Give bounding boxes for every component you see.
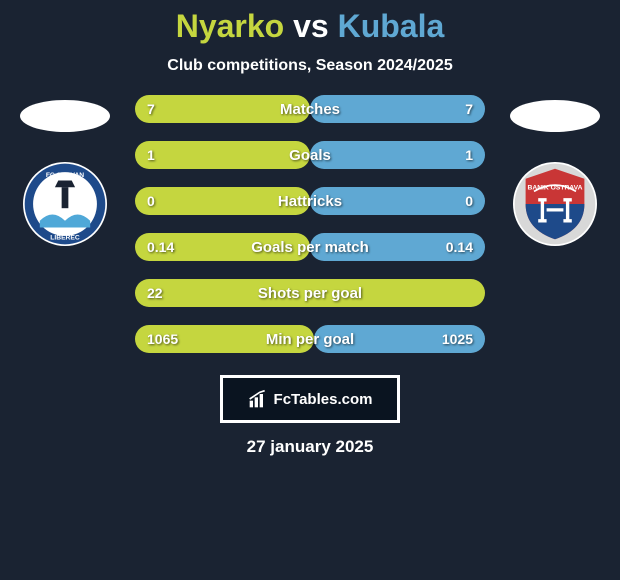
stat-label: Goals [135,141,485,169]
stat-row: Goals per match0.14 0.14 [135,233,485,261]
stat-label: Shots per goal [135,279,485,307]
player2-name: Kubala [338,8,445,44]
content-row: FC SLOVAN LIBEREC Matches7 7 Goals1 1 Hattri… [0,95,620,353]
stat-row: Goals1 1 [135,141,485,169]
stat-value-left: 1065 [147,325,178,353]
left-badge-column: FC SLOVAN LIBEREC [15,95,115,246]
club-badge-left: FC SLOVAN LIBEREC [23,162,107,246]
stat-row: Matches7 7 [135,95,485,123]
stat-label: Hattricks [135,187,485,215]
banik-ostrava-crest-icon: BANIK OSTRAVA [513,162,597,246]
right-badge-column: BANIK OSTRAVA [505,95,605,246]
stat-label: Min per goal [135,325,485,353]
stat-value-left: 0.14 [147,233,174,261]
vs-text: vs [293,8,329,44]
stat-label: Goals per match [135,233,485,261]
stat-value-right: 0 [465,187,473,215]
stat-value-left: 1 [147,141,155,169]
subtitle: Club competitions, Season 2024/2025 [167,57,452,75]
player-photo-placeholder-right [510,100,600,132]
svg-text:BANIK OSTRAVA: BANIK OSTRAVA [528,185,583,192]
page-title: Nyarko vs Kubala [176,8,445,45]
svg-text:FC SLOVAN: FC SLOVAN [46,172,84,179]
club-badge-right: BANIK OSTRAVA [513,162,597,246]
brand-text: FcTables.com [274,391,373,408]
brand-badge: FcTables.com [220,375,400,423]
player-photo-placeholder-left [20,100,110,132]
svg-text:LIBEREC: LIBEREC [50,234,80,241]
date-text: 27 january 2025 [247,437,374,457]
fctables-logo-icon [248,389,268,409]
stat-value-right: 1 [465,141,473,169]
stat-row: Hattricks0 0 [135,187,485,215]
stat-value-right: 0.14 [446,233,473,261]
stat-value-right: 1025 [442,325,473,353]
slovan-liberec-crest-icon: FC SLOVAN LIBEREC [23,162,107,246]
stats-column: Matches7 7 Goals1 1 Hattricks0 0 Goals per mat… [135,95,485,353]
stat-row: Shots per goal22 [135,279,485,307]
stat-value-right: 7 [465,95,473,123]
player1-name: Nyarko [176,8,285,44]
stat-value-left: 22 [147,279,163,307]
stat-value-left: 0 [147,187,155,215]
stat-label: Matches [135,95,485,123]
stat-row: Min per goal1065 1025 [135,325,485,353]
stat-value-left: 7 [147,95,155,123]
